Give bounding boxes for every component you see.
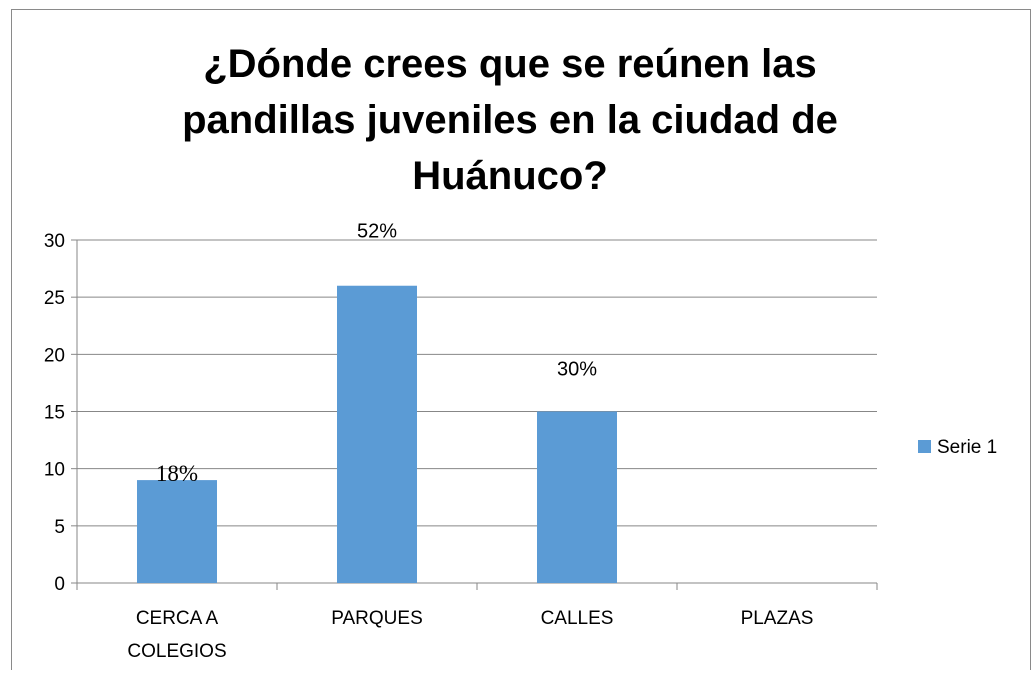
- y-tick-label: 0: [54, 574, 65, 595]
- y-tick-label: 25: [44, 288, 65, 309]
- bar: [337, 285, 417, 583]
- data-label: 30%: [557, 359, 597, 381]
- bar: [137, 480, 217, 583]
- data-label: 18%: [156, 461, 198, 486]
- y-tick-label: 30: [44, 231, 65, 252]
- bars: [137, 285, 617, 583]
- x-category-label: CALLES: [541, 608, 614, 629]
- y-tick-label: 10: [44, 460, 65, 481]
- y-tick-label: 5: [54, 517, 65, 538]
- x-category-label: CERCA A COLEGIOS: [127, 608, 226, 662]
- legend-swatch: [918, 440, 931, 453]
- chart-title: ¿Dónde crees que se reúnen las pandillas…: [182, 42, 838, 198]
- y-tick-label: 20: [44, 345, 65, 366]
- x-category-label: PARQUES: [331, 608, 423, 629]
- axes: 0 5 10 15 20 25 30 CERCA A COLEGIOS PARQUES CALLES…: [44, 231, 878, 662]
- x-category-label: PLAZAS: [741, 608, 814, 629]
- y-tick-label: 15: [44, 403, 65, 424]
- legend: Serie 1: [918, 437, 997, 458]
- data-label: 52%: [357, 221, 397, 243]
- data-labels: 18% 52% 30%: [156, 221, 597, 486]
- bar: [537, 411, 617, 583]
- legend-label: Serie 1: [937, 437, 997, 458]
